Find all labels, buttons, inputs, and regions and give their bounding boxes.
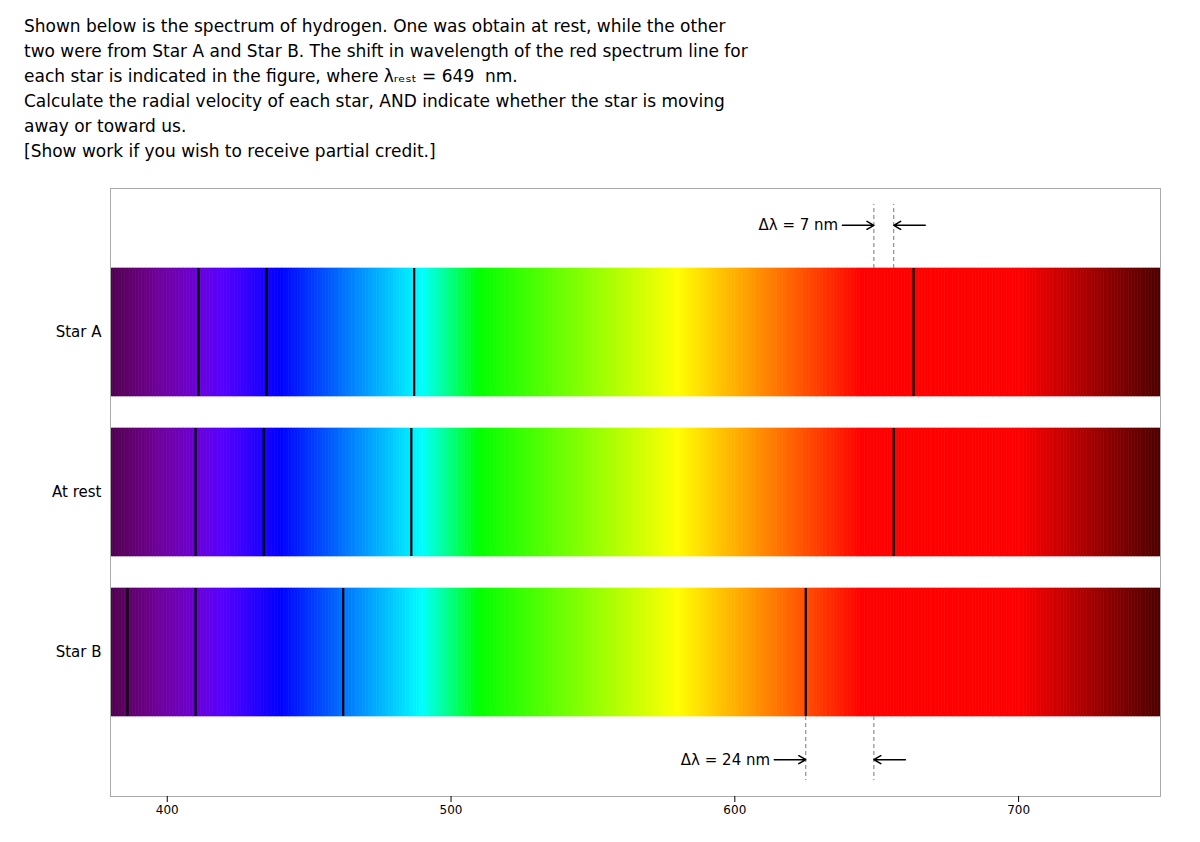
svg-text:At rest: At rest — [52, 483, 102, 501]
svg-text:Δλ = 7 nm: Δλ = 7 nm — [758, 216, 838, 234]
html-text:two were from Star A and Star: two were from Star A and Star B. The shi… — [24, 41, 748, 61]
html-text:Calculate the radial velocity: Calculate the radial velocity of each st… — [24, 91, 725, 111]
svg-text:Δλ = 24 nm: Δλ = 24 nm — [681, 751, 770, 769]
svg-text:500: 500 — [440, 803, 463, 817]
svg-text:700: 700 — [1007, 803, 1030, 817]
svg-text:Star A: Star A — [56, 323, 103, 341]
html-text:Shown below is the spectrum of: Shown below is the spectrum of hydrogen.… — [24, 16, 726, 36]
svg-text:400: 400 — [156, 803, 179, 817]
svg-text:Star B: Star B — [56, 643, 102, 661]
html-text:each star is indicated in the: each star is indicated in the figure, wh… — [24, 66, 518, 86]
html-text:[Show work if you wish to rece: [Show work if you wish to receive partia… — [24, 141, 436, 161]
html-text:away or toward us.: away or toward us. — [24, 116, 187, 136]
svg-text:600: 600 — [723, 803, 746, 817]
